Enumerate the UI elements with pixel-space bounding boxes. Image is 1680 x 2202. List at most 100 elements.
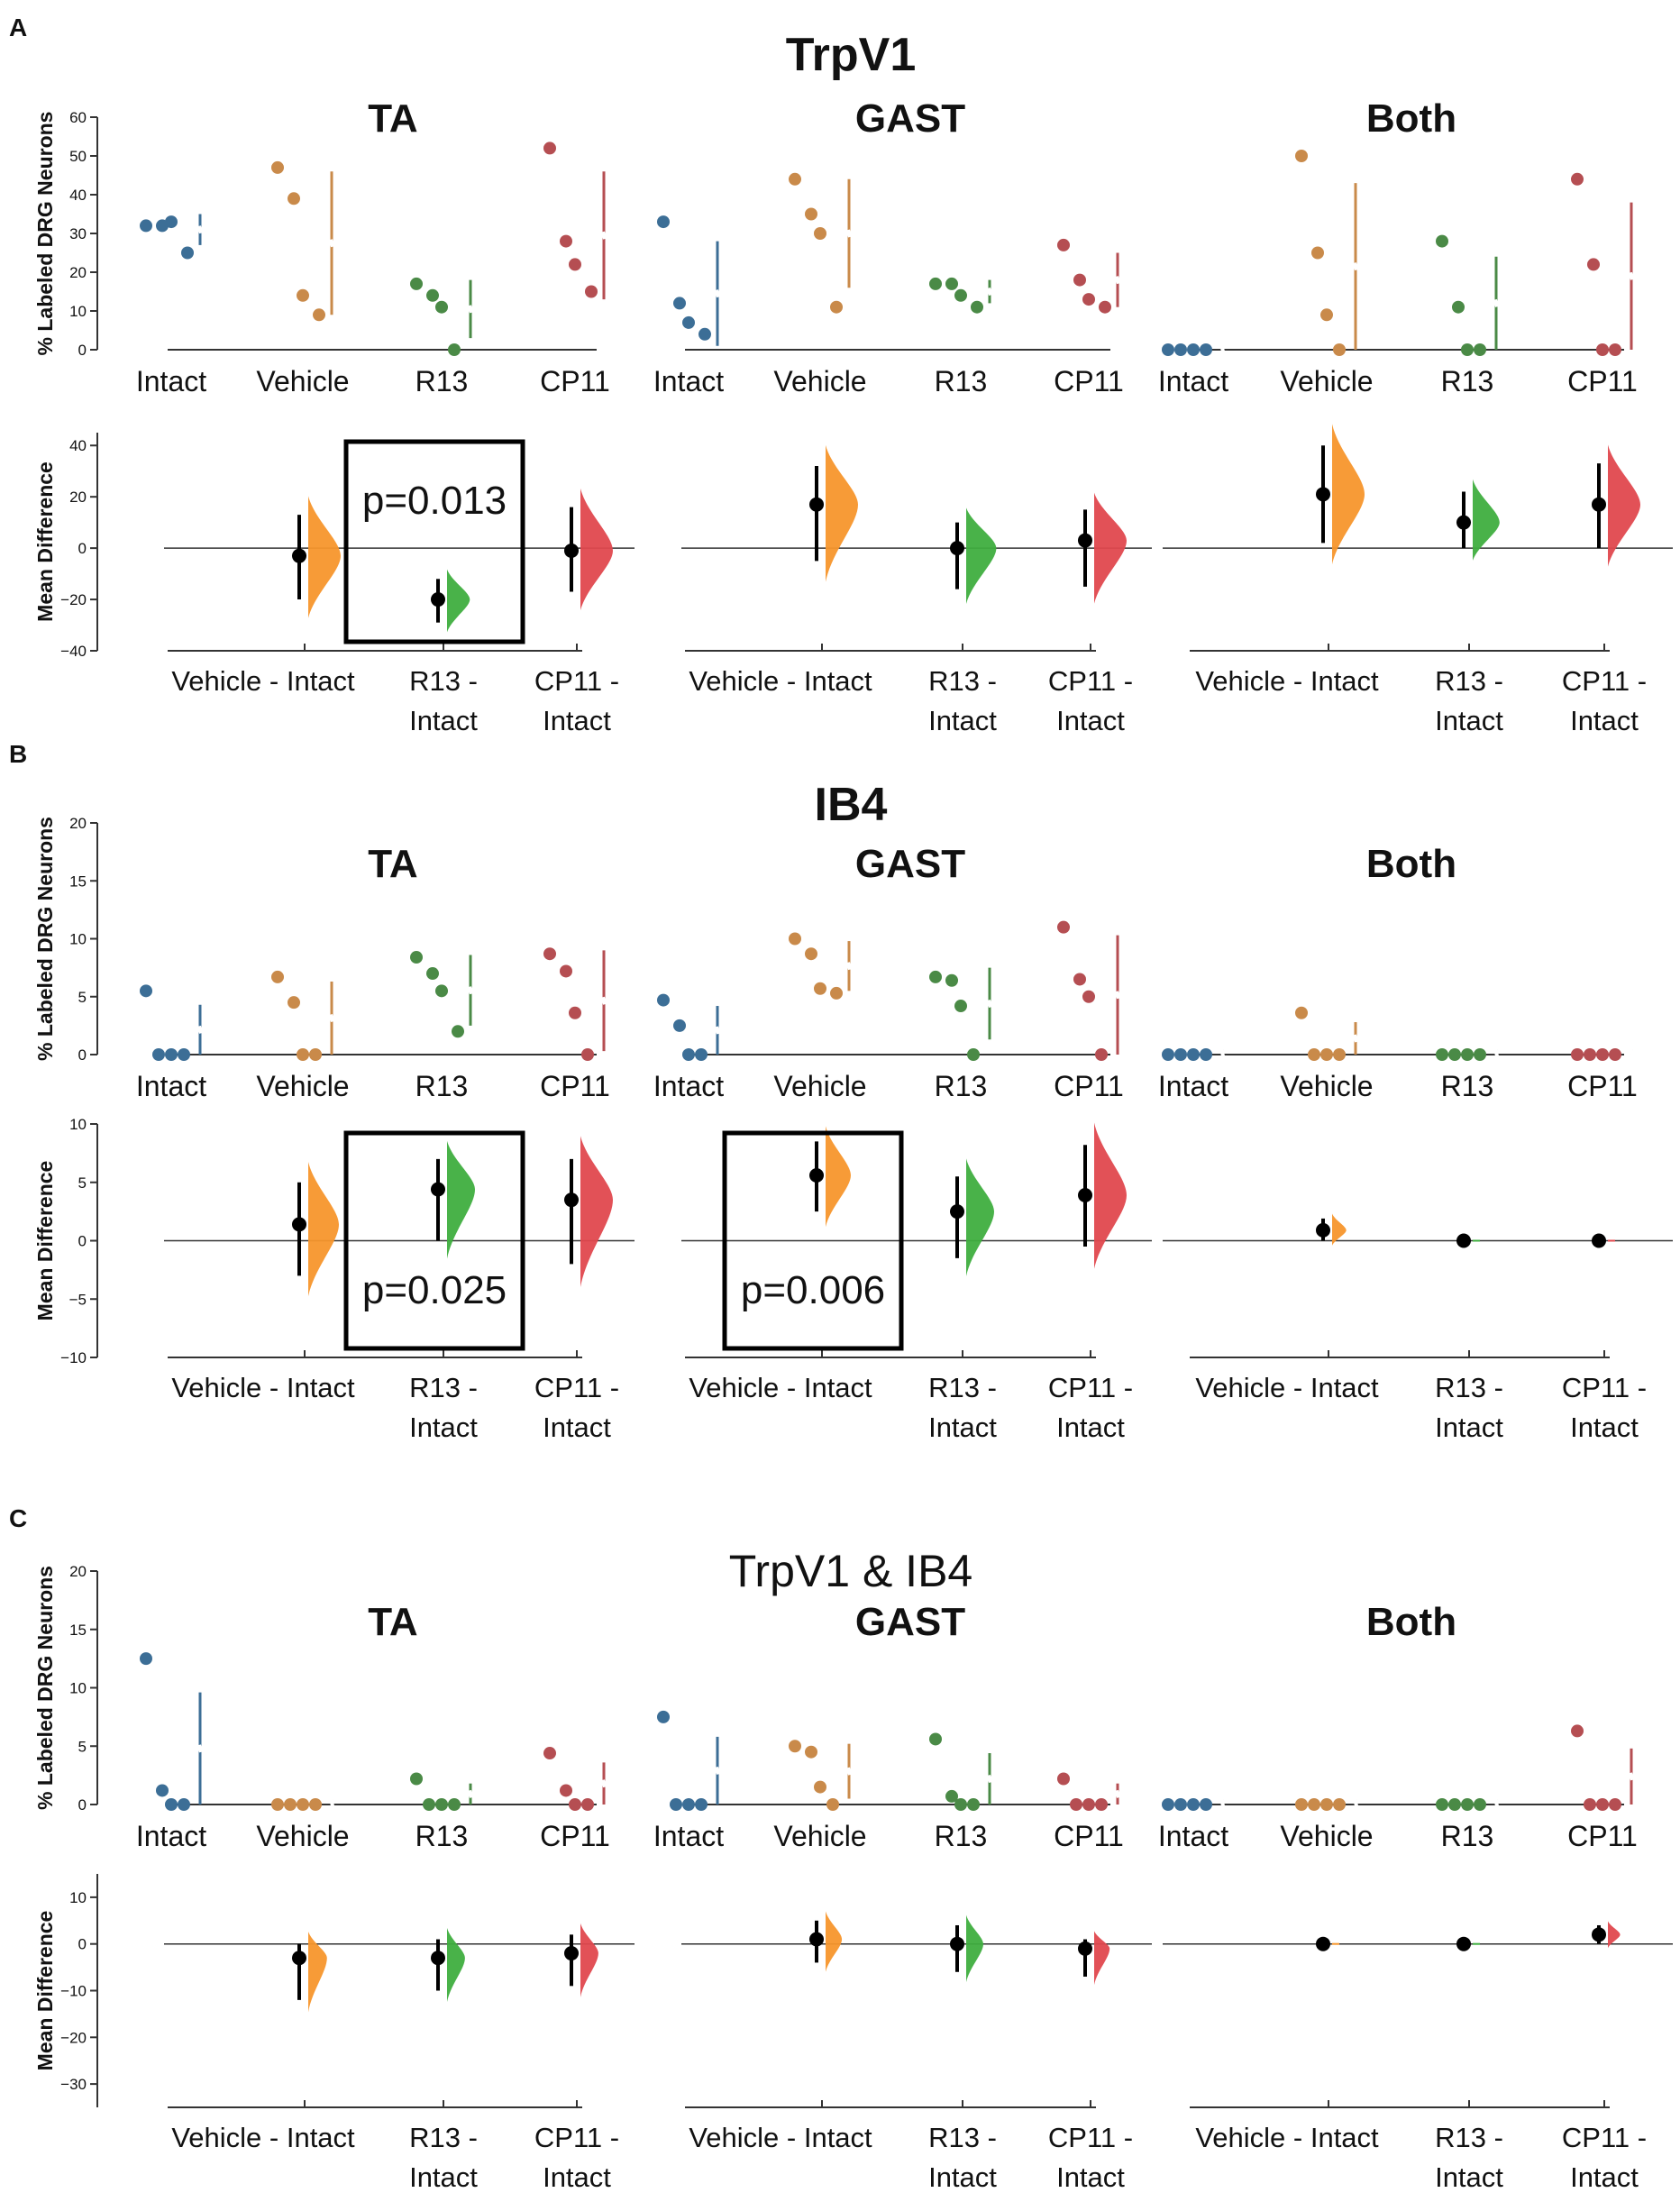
subplot-both: Both Intact Vehicle R13 CP11 Vehicle - Intact… bbox=[1158, 842, 1673, 1443]
raw-data-point bbox=[569, 258, 581, 271]
raw-data-point bbox=[682, 315, 695, 329]
upper-y-tick-label: 10 bbox=[69, 1680, 87, 1697]
comparison-label: Intact bbox=[543, 705, 611, 736]
raw-data-point bbox=[1452, 300, 1465, 314]
raw-data-point bbox=[1448, 1048, 1461, 1061]
subplot-gast: GAST Intact Vehicle R13 CP11 Vehicle - Intact… bbox=[653, 842, 1152, 1443]
raw-data-point bbox=[543, 947, 556, 961]
raw-data-point bbox=[1073, 273, 1086, 287]
upper-y-tick-label: 15 bbox=[69, 873, 87, 890]
upper-y-tick-label: 20 bbox=[69, 264, 87, 281]
lower-y-label: Mean Difference bbox=[33, 461, 57, 622]
upper-y-tick-label: 20 bbox=[69, 1563, 87, 1580]
raw-mean-gap bbox=[1115, 1789, 1120, 1798]
raw-data-point bbox=[830, 986, 843, 1000]
subplot-title: TA bbox=[368, 96, 417, 141]
upper-y-tick-label: 10 bbox=[69, 931, 87, 948]
comparison-label: CP11 - bbox=[1562, 665, 1647, 697]
group-label: R13 bbox=[415, 365, 469, 397]
raw-data-point bbox=[1436, 234, 1448, 248]
raw-mean-gap bbox=[468, 1789, 473, 1798]
raw-data-point bbox=[657, 1710, 670, 1723]
group-label: R13 bbox=[1441, 1070, 1494, 1102]
bootstrap-distribution bbox=[826, 1911, 843, 1972]
raw-data-point bbox=[805, 947, 817, 961]
raw-data-point bbox=[1320, 1048, 1333, 1061]
bootstrap-distribution bbox=[580, 1923, 598, 1997]
subplot-gast: GAST Intact Vehicle R13 CP11 Vehicle - Intact… bbox=[653, 96, 1152, 736]
raw-mean-gap bbox=[1493, 298, 1499, 307]
raw-data-point bbox=[698, 327, 711, 341]
bootstrap-distribution bbox=[447, 569, 470, 633]
mean-diff-point bbox=[809, 1932, 824, 1947]
raw-data-point bbox=[569, 1798, 581, 1811]
group-label: Vehicle bbox=[1280, 1070, 1373, 1102]
raw-data-point bbox=[1571, 1048, 1584, 1061]
raw-data-point bbox=[1609, 1798, 1621, 1811]
raw-data-point bbox=[297, 1798, 309, 1811]
mean-diff-point bbox=[809, 497, 824, 512]
comparison-label: Vehicle - Intact bbox=[1195, 665, 1379, 697]
raw-mean-gap bbox=[329, 1014, 334, 1023]
mean-diff-point bbox=[1456, 1233, 1471, 1248]
comparison-label: R13 - bbox=[1435, 2122, 1503, 2153]
group-label: Intact bbox=[653, 1820, 724, 1852]
p-value-box bbox=[343, 439, 525, 644]
subplot-title: Both bbox=[1366, 96, 1456, 141]
group-label: CP11 bbox=[1567, 365, 1638, 397]
comparison-label: Intact bbox=[928, 705, 997, 736]
mean-diff-point bbox=[564, 543, 579, 558]
comparison-label: R13 - bbox=[409, 2122, 478, 2153]
group-label: Vehicle bbox=[773, 365, 866, 397]
p-value-box bbox=[722, 1130, 904, 1351]
raw-mean-gap bbox=[1219, 1047, 1225, 1056]
raw-data-point bbox=[954, 1000, 967, 1013]
panel-letter: A bbox=[9, 14, 27, 41]
raw-data-point bbox=[967, 1048, 980, 1061]
raw-data-point bbox=[435, 984, 448, 998]
raw-data-point bbox=[1295, 150, 1308, 162]
group-label: CP11 bbox=[1054, 1820, 1124, 1852]
raw-data-point bbox=[1200, 343, 1212, 356]
raw-data-point bbox=[1609, 343, 1621, 356]
comparison-label: R13 - bbox=[1435, 665, 1503, 697]
p-value-box bbox=[343, 1130, 525, 1351]
raw-data-point bbox=[410, 951, 423, 964]
group-label: Intact bbox=[653, 365, 724, 397]
panel-title: IB4 bbox=[815, 779, 888, 831]
group-label: Vehicle bbox=[256, 1820, 349, 1852]
group-label: CP11 bbox=[540, 365, 610, 397]
raw-data-point bbox=[165, 215, 178, 229]
raw-mean-gap bbox=[1353, 262, 1358, 271]
raw-data-point bbox=[1320, 308, 1333, 322]
mean-diff-point bbox=[1316, 487, 1330, 502]
comparison-label: Intact bbox=[1056, 1412, 1125, 1443]
lower-y-tick-label: 20 bbox=[69, 489, 87, 506]
raw-mean-gap bbox=[1353, 1034, 1358, 1043]
group-label: Intact bbox=[653, 1070, 724, 1102]
raw-data-point bbox=[1174, 343, 1187, 356]
lower-y-label: Mean Difference bbox=[33, 1911, 57, 2071]
mean-diff-point bbox=[1078, 1187, 1092, 1202]
comparison-label: R13 - bbox=[928, 1372, 997, 1403]
raw-data-point bbox=[1584, 1798, 1596, 1811]
raw-mean-gap bbox=[1493, 1797, 1499, 1806]
raw-mean-gap bbox=[197, 1744, 203, 1753]
comparison-label: Vehicle - Intact bbox=[1195, 1372, 1379, 1403]
subplot-title: GAST bbox=[855, 842, 965, 886]
upper-y-tick-label: 5 bbox=[78, 989, 87, 1006]
raw-data-point bbox=[1571, 1724, 1584, 1738]
comparison-label: CP11 - bbox=[534, 1372, 619, 1403]
raw-mean-gap bbox=[1115, 991, 1120, 1000]
upper-y-tick-label: 5 bbox=[78, 1738, 87, 1755]
raw-data-point bbox=[929, 1732, 942, 1746]
comparison-label: Intact bbox=[1435, 705, 1503, 736]
raw-data-point bbox=[435, 300, 448, 314]
lower-y-tick-label: 10 bbox=[69, 1889, 87, 1906]
raw-data-point bbox=[288, 192, 300, 206]
raw-data-point bbox=[814, 227, 826, 240]
group-label: Intact bbox=[136, 1070, 206, 1102]
raw-mean-gap bbox=[715, 1766, 720, 1775]
raw-data-point bbox=[1308, 1048, 1320, 1061]
comparison-label: Vehicle - Intact bbox=[1195, 2122, 1379, 2153]
